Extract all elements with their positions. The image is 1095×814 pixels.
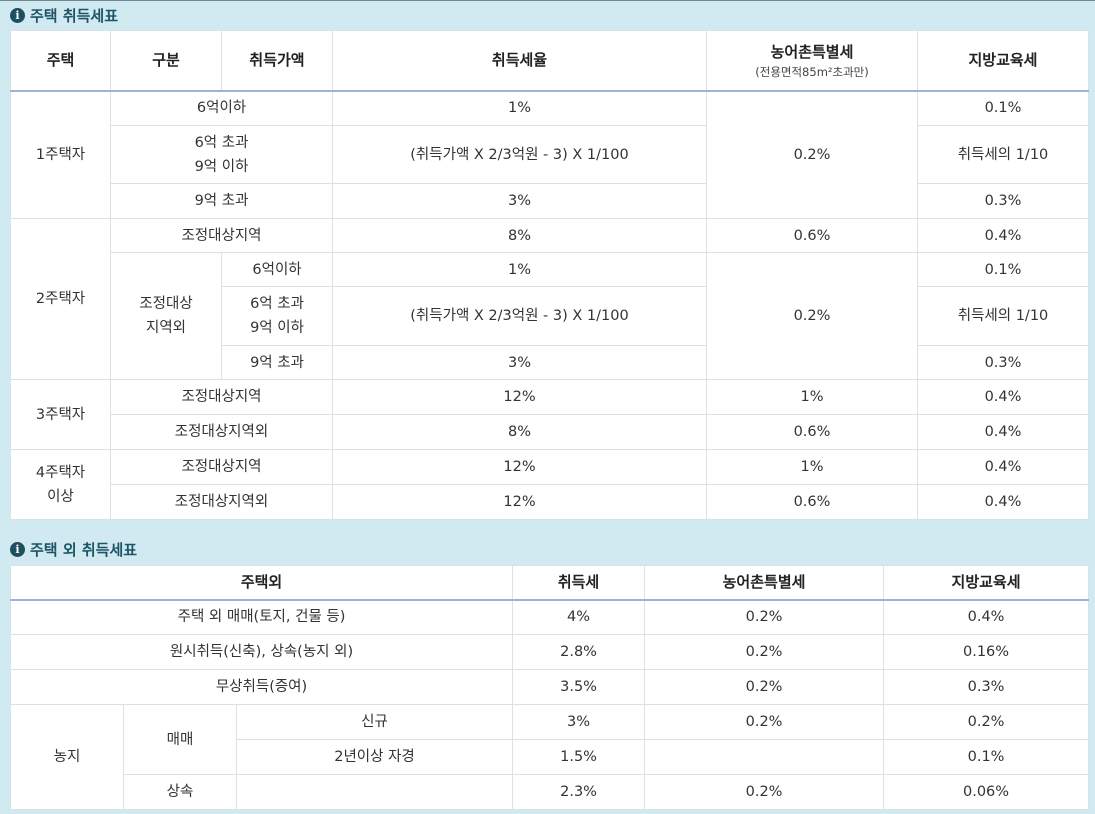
header-edu: 지방교육세 — [883, 565, 1090, 601]
header-rate: 취득세율 — [332, 30, 707, 92]
label-adjusted: 조정대상지역 — [110, 449, 333, 485]
group-four: 4주택자 이상 — [10, 449, 111, 520]
rural-value: 0.2% — [644, 634, 885, 670]
rural-value: 0.2% — [706, 252, 918, 380]
rural-value: 1% — [706, 449, 918, 485]
label-adjusted: 조정대상지역 — [110, 218, 333, 253]
edu-value: 취득세의 1/10 — [917, 125, 1089, 184]
edu-value: 0.1% — [883, 739, 1090, 775]
label-under6: 6억이하 — [221, 252, 333, 287]
edu-value: 취득세의 1/10 — [917, 286, 1089, 346]
edu-value: 0.2% — [883, 704, 1090, 740]
section-title-house-text: 주택 취득세표 — [30, 6, 119, 25]
rate-value: 8% — [332, 218, 707, 253]
edu-value: 0.4% — [917, 218, 1089, 253]
edu-value: 0.1% — [917, 90, 1089, 126]
row-label: 주택 외 매매(토지, 건물 등) — [9, 599, 514, 635]
rate-value: 12% — [332, 484, 707, 520]
info-icon: i — [10, 7, 25, 23]
header-tax: 취득세 — [512, 565, 646, 601]
rate-value: 12% — [332, 379, 707, 415]
rural-value: 0.2% — [706, 90, 918, 219]
edu-value: 0.4% — [917, 414, 1089, 450]
farmland-new-label: 신규 — [235, 704, 514, 740]
rate-value: 12% — [332, 449, 707, 485]
group-two: 2주택자 — [10, 218, 111, 380]
edu-value: 0.4% — [917, 484, 1089, 520]
row-label: 무상취득(증여) — [9, 669, 514, 705]
header-rural-note: (전용면적85m²초과만) — [755, 65, 869, 80]
edu-value: 0.06% — [883, 774, 1090, 810]
section-title-house: i 주택 취득세표 — [10, 5, 118, 25]
header-price: 취득가액 — [221, 30, 333, 92]
info-icon: i — [10, 541, 25, 557]
group-three: 3주택자 — [10, 379, 111, 450]
farmland-selfcult-label: 2년이상 자경 — [235, 739, 514, 775]
rural-value: 0.6% — [706, 218, 918, 253]
label-non-adjusted-split: 조정대상 지역외 — [110, 252, 222, 380]
header-division: 구분 — [110, 30, 222, 92]
rate-value: 3% — [332, 345, 707, 380]
rural-value: 0.2% — [644, 774, 885, 810]
rural-value: 0.2% — [644, 704, 885, 740]
label-over6under9: 6억 초과 9억 이하 — [221, 286, 333, 346]
rate-value: 1% — [332, 90, 707, 126]
non-house-tax-table: 주택외 취득세 농어촌특별세 지방교육세 주택 외 매매(토지, 건물 등) 4… — [9, 565, 1090, 810]
tax-value: 1.5% — [512, 739, 646, 775]
section-title-non-house-text: 주택 외 취득세표 — [30, 540, 138, 559]
header-edu: 지방교육세 — [917, 30, 1089, 92]
rate-formula: (취득가액 X 2/3억원 - 3) X 1/100 — [332, 286, 707, 346]
row-label: 원시취득(신축), 상속(농지 외) — [9, 634, 514, 670]
rural-value: 0.6% — [706, 414, 918, 450]
farmland-inherit-label: 상속 — [123, 774, 237, 810]
rural-value: 0.6% — [706, 484, 918, 520]
tax-value: 3% — [512, 704, 646, 740]
farmland-label: 농지 — [10, 704, 124, 810]
tax-value: 3.5% — [512, 669, 646, 705]
edu-value: 0.4% — [883, 599, 1090, 635]
rate-value: 3% — [332, 183, 707, 219]
edu-value: 0.16% — [883, 634, 1090, 670]
header-rural: 농어촌특별세 — [644, 565, 885, 601]
header-rural-label: 농어촌특별세 — [770, 43, 854, 62]
rural-value: 1% — [706, 379, 918, 415]
tax-value: 4% — [512, 599, 646, 635]
label-adjusted: 조정대상지역 — [110, 379, 333, 415]
edu-value: 0.3% — [917, 345, 1089, 380]
rate-value: 8% — [332, 414, 707, 450]
rural-value: 0.2% — [644, 599, 885, 635]
edu-value: 0.4% — [917, 449, 1089, 485]
tax-value: 2.3% — [512, 774, 646, 810]
label-non-adjusted: 조정대상지역외 — [110, 484, 333, 520]
label-over9: 9억 초과 — [110, 183, 333, 219]
label-non-adjusted: 조정대상지역외 — [110, 414, 333, 450]
edu-value: 0.3% — [883, 669, 1090, 705]
rural-value: 0.2% — [644, 669, 885, 705]
group-one: 1주택자 — [10, 90, 111, 219]
section-title-non-house: i 주택 외 취득세표 — [10, 539, 137, 559]
rate-value: 1% — [332, 252, 707, 287]
label-over9: 9억 초과 — [221, 345, 333, 380]
empty-cell — [235, 774, 514, 810]
label-over6under9: 6억 초과 9억 이하 — [110, 125, 333, 184]
rural-value-empty — [644, 739, 885, 775]
edu-value: 0.3% — [917, 183, 1089, 219]
header-rural: 농어촌특별세 (전용면적85m²초과만) — [706, 30, 918, 92]
header-house: 주택 — [10, 30, 111, 92]
rate-formula: (취득가액 X 2/3억원 - 3) X 1/100 — [332, 125, 707, 184]
edu-value: 0.1% — [917, 252, 1089, 287]
house-tax-table: 주택 구분 취득가액 취득세율 농어촌특별세 (전용면적85m²초과만) 지방교… — [10, 30, 1089, 520]
edu-value: 0.4% — [917, 379, 1089, 415]
tax-value: 2.8% — [512, 634, 646, 670]
top-border — [0, 0, 1095, 1]
farmland-trade-label: 매매 — [123, 704, 237, 775]
label-under6: 6억이하 — [110, 90, 333, 126]
header-non-house: 주택외 — [9, 565, 514, 601]
